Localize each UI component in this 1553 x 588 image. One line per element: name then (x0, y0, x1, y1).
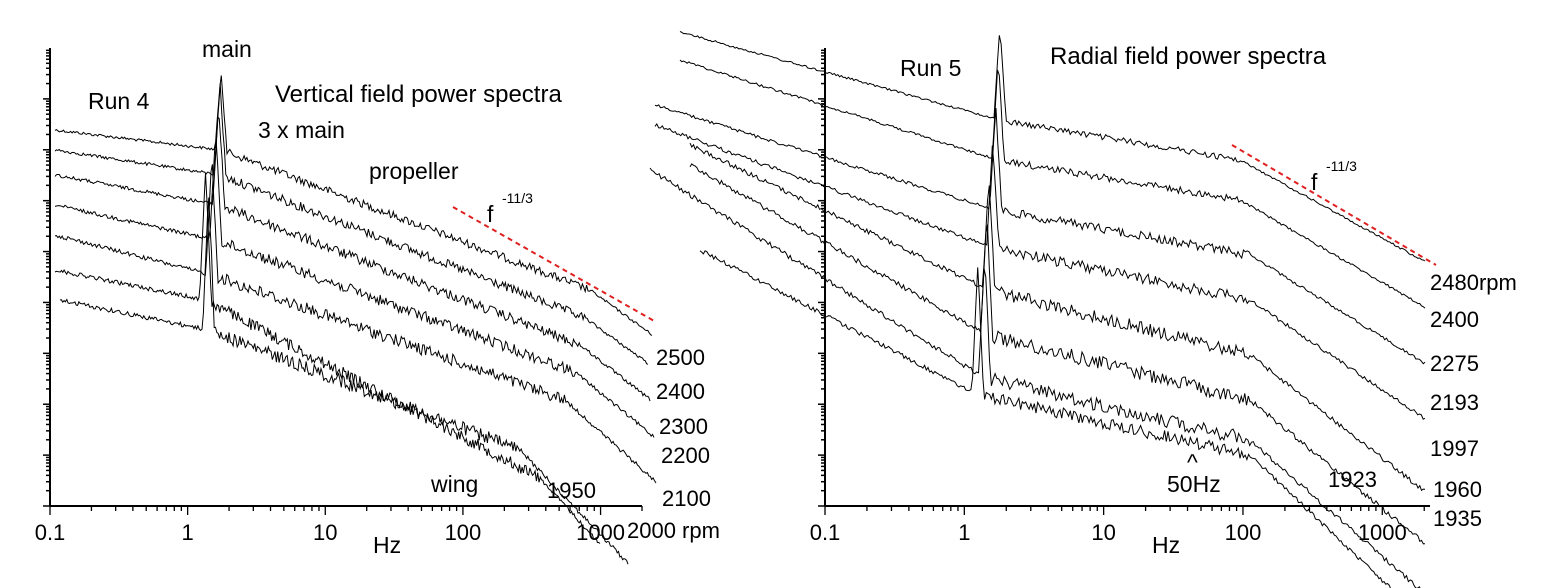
x-tick-label: 10 (1091, 520, 1115, 545)
annotation-main: main (202, 36, 252, 62)
spectrum-2500 (54, 75, 653, 336)
spectrum-2400 (679, 59, 1426, 309)
spectrum-1935 (649, 167, 1421, 588)
x-tick-label: 10 (313, 520, 337, 545)
series-label-2100: 2100 (662, 486, 711, 511)
x-tick-label: 1 (182, 520, 194, 545)
run-label: Run 5 (900, 55, 961, 81)
spectrum-1960 (689, 163, 1426, 545)
x-axis-label: Hz (373, 532, 401, 558)
series-label-1997: 1997 (1430, 436, 1479, 461)
annotation-propeller: propeller (369, 158, 459, 184)
reference-slope-line (452, 206, 657, 323)
x-tick-label: 100 (445, 520, 482, 545)
series-label-1960: 1960 (1433, 477, 1482, 502)
series-label-2300: 2300 (659, 414, 708, 439)
series-label-2400: 2400 (656, 379, 705, 404)
x-tick-label: 100 (1225, 520, 1262, 545)
panel-vertical-field: 0.1 1 10 100 1000 Vertical field power spect… (35, 36, 720, 565)
annotation-f: f (1311, 169, 1318, 195)
x-tick-label: 0.1 (810, 520, 841, 545)
series-label-1935: 1935 (1433, 506, 1482, 531)
spectrum-2100 (54, 164, 657, 484)
series-label-1923: 1923 (1328, 467, 1377, 492)
spectrum-2400 (54, 83, 649, 365)
series-label-2500: 2500 (656, 345, 705, 370)
axes: 0.1 1 10 100 1000 (810, 48, 1437, 545)
chart-title: Radial field power spectra (1050, 43, 1327, 70)
series-label-2400: 2400 (1430, 307, 1479, 332)
chart-title: Vertical field power spectra (275, 81, 562, 108)
spectrum-2300 (54, 115, 651, 402)
spectrum-2193 (654, 123, 1426, 420)
series-label-2193: 2193 (1430, 390, 1479, 415)
spectrum-1997 (689, 142, 1426, 492)
x-axis-label: Hz (1152, 532, 1180, 558)
spectrum-2200 (54, 141, 655, 438)
annotation-50hz: 50Hz (1167, 471, 1221, 497)
spectrum-2480rpm (679, 31, 1426, 262)
series-label-2000: 2000 rpm (627, 518, 720, 543)
annotation-f: f (487, 201, 494, 227)
reference-slope-line (1231, 144, 1437, 266)
series-label-2275: 2275 (1430, 351, 1479, 376)
x-tick-label: 1 (958, 520, 970, 545)
panel-radial-field: 0.1 1 10 100 1000 Radial field power spectra… (649, 31, 1517, 588)
series-label-2480: 2480rpm (1430, 270, 1517, 295)
annotation-caret: ^ (1187, 449, 1198, 475)
axes: 0.1 1 10 100 1000 (35, 48, 657, 545)
x-tick-label: 1000 (1358, 520, 1407, 545)
annotation-wing: wing (430, 471, 478, 497)
spectra-curves (54, 75, 657, 565)
annotation-exponent: -11/3 (1326, 158, 1357, 174)
run-label: Run 4 (88, 88, 150, 114)
series-label-1950: 1950 (547, 478, 596, 503)
annotation-3x-main: 3 x main (258, 117, 345, 143)
annotation-exponent: -11/3 (502, 190, 533, 206)
x-tick-label: 0.1 (35, 520, 66, 545)
series-label-2200: 2200 (661, 443, 710, 468)
spectrum-2275 (654, 104, 1426, 365)
spectrum-1950 (54, 172, 601, 544)
spectra-curves (649, 31, 1426, 588)
spectrum-2000-rpm (59, 197, 629, 565)
x-tick-label: 1000 (576, 520, 625, 545)
spectrum-1923 (699, 250, 1391, 588)
